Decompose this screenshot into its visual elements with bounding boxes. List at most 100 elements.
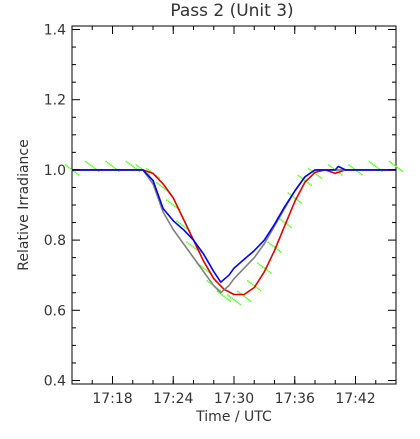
scatter-point	[231, 297, 234, 300]
scatter-point	[64, 164, 67, 166]
scatter-point	[135, 167, 137, 170]
scatter-point	[157, 183, 160, 185]
scatter-point	[199, 264, 202, 267]
scatter-point	[125, 160, 128, 163]
scatter-point	[209, 282, 212, 285]
scatter-point	[72, 170, 75, 172]
scatter-point	[191, 245, 193, 247]
series-3	[72, 165, 396, 283]
scatter-point	[147, 169, 149, 171]
scatter-point	[208, 281, 210, 283]
scatter-point	[332, 167, 335, 170]
scatter-point	[248, 299, 250, 301]
scatter-point	[224, 296, 227, 299]
scatter-point	[293, 197, 296, 199]
scatter-point	[229, 300, 232, 302]
scatter-point	[257, 262, 259, 265]
scatter-point	[226, 294, 229, 296]
scatter-point	[319, 176, 321, 178]
scatter-point	[130, 164, 132, 166]
series-line	[72, 165, 396, 283]
scatter-point	[258, 263, 261, 266]
scatter-point	[357, 171, 360, 174]
scatter-point	[158, 177, 161, 180]
scatter-point	[247, 280, 249, 282]
x-tick-label: 17:36	[275, 391, 315, 407]
scatter-point	[351, 166, 354, 169]
scatter-point	[251, 283, 254, 286]
scatter-point	[396, 166, 399, 169]
scatter-point	[315, 173, 318, 176]
scatter-point	[253, 284, 256, 287]
scatter-point	[261, 266, 264, 268]
scatter-point	[74, 171, 76, 174]
scatter-point	[93, 166, 95, 169]
scatter-point	[216, 290, 219, 293]
scatter-point	[105, 160, 107, 163]
scatter-point	[292, 195, 294, 198]
scatter-point	[179, 222, 181, 225]
scatter-point	[148, 173, 151, 176]
scatter-point	[172, 204, 175, 206]
scatter-point	[135, 164, 138, 166]
scatter-point	[290, 226, 292, 229]
scatter-point	[137, 165, 139, 168]
scatter-point	[234, 300, 237, 302]
scatter-point	[146, 172, 149, 175]
scatter-point	[304, 179, 306, 182]
scatter-point	[282, 220, 284, 223]
x-tick-label: 17:42	[335, 391, 375, 407]
scatter-point	[329, 165, 332, 168]
series-line	[72, 169, 396, 294]
scatter-point	[77, 173, 80, 176]
scatter-point	[238, 291, 241, 294]
scatter-point	[400, 169, 402, 171]
scatter-point	[138, 170, 140, 172]
scatter-point	[192, 246, 195, 248]
y-tick-label: 0.8	[44, 233, 66, 249]
scatter-point	[163, 187, 166, 190]
scatter-point	[68, 166, 70, 169]
scatter-point	[401, 170, 404, 172]
scatter-point	[160, 185, 163, 188]
scatter-point	[300, 177, 303, 179]
scatter-point	[174, 205, 176, 207]
scatter-point	[118, 170, 120, 172]
scatter-point	[133, 166, 136, 169]
scatter-point	[250, 282, 252, 285]
chart-title: Pass 2 (Unit 3)	[170, 1, 293, 21]
scatter-point	[353, 167, 355, 170]
scatter-point	[336, 170, 338, 172]
scatter-point	[159, 184, 161, 186]
scatter-point	[175, 206, 178, 209]
scatter-point	[328, 164, 330, 166]
scatter-point	[280, 219, 283, 221]
chart-marks	[64, 160, 404, 306]
scatter-point	[140, 167, 143, 170]
scatter-point	[388, 160, 391, 163]
x-axis-label: Time / UTC	[195, 409, 272, 425]
scatter-point	[258, 288, 260, 291]
x-tick-label: 17:18	[92, 391, 132, 407]
scatter-point	[94, 167, 97, 170]
y-tick-label: 1.2	[44, 93, 66, 109]
scatter-point	[340, 173, 343, 176]
scatter-point	[297, 174, 300, 177]
scatter-point	[97, 170, 100, 172]
scatter-point	[219, 289, 221, 292]
scatter-point	[206, 280, 209, 282]
scatter-point	[111, 165, 114, 168]
series-1	[72, 169, 396, 296]
scatter-point	[145, 167, 148, 170]
x-tick-label: 17:24	[153, 391, 193, 407]
scatter-point	[289, 193, 291, 196]
scatter-point	[114, 167, 117, 170]
scatter-point	[226, 297, 228, 300]
series-line	[72, 169, 396, 296]
scatter-point	[149, 170, 151, 172]
scatter-point	[194, 247, 196, 250]
y-tick-label: 1.0	[44, 163, 66, 179]
scatter-point	[244, 296, 247, 299]
scatter-point	[106, 161, 109, 164]
